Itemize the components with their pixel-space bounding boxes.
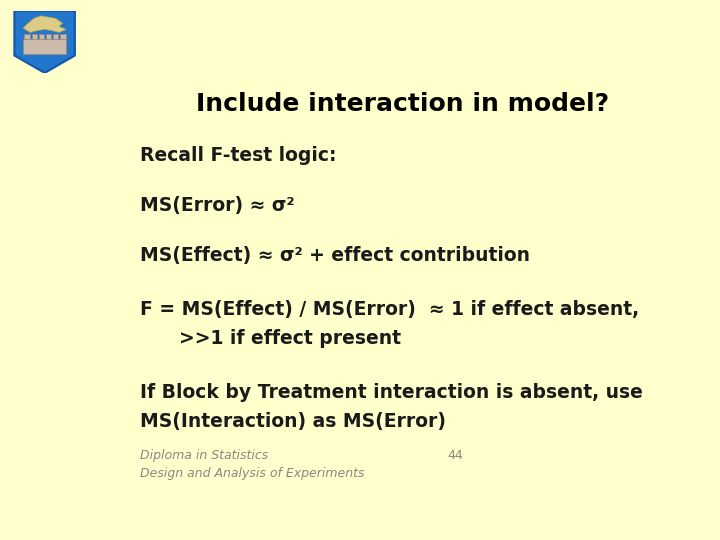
Text: F = MS(Effect) / MS(Error)  ≈ 1 if effect absent,: F = MS(Effect) / MS(Error) ≈ 1 if effect… [140, 300, 639, 319]
Polygon shape [32, 34, 37, 39]
Polygon shape [39, 34, 44, 39]
Polygon shape [23, 39, 66, 54]
Polygon shape [53, 34, 58, 39]
Polygon shape [14, 11, 75, 73]
Text: Include interaction in model?: Include interaction in model? [196, 92, 609, 116]
Text: Diploma in Statistics: Diploma in Statistics [140, 449, 269, 462]
Polygon shape [23, 16, 66, 32]
Text: MS(Interaction) as MS(Error): MS(Interaction) as MS(Error) [140, 412, 446, 431]
Text: 44: 44 [447, 449, 463, 462]
Polygon shape [46, 34, 51, 39]
Text: MS(Error) ≈ σ²: MS(Error) ≈ σ² [140, 196, 294, 215]
Text: >>1 if effect present: >>1 if effect present [140, 329, 401, 348]
Polygon shape [24, 34, 30, 39]
Text: Recall F-test logic:: Recall F-test logic: [140, 146, 337, 165]
Text: MS(Effect) ≈ σ² + effect contribution: MS(Effect) ≈ σ² + effect contribution [140, 246, 530, 265]
Text: If Block by Treatment interaction is absent, use: If Block by Treatment interaction is abs… [140, 383, 643, 402]
Polygon shape [60, 34, 66, 39]
Text: Design and Analysis of Experiments: Design and Analysis of Experiments [140, 467, 365, 480]
